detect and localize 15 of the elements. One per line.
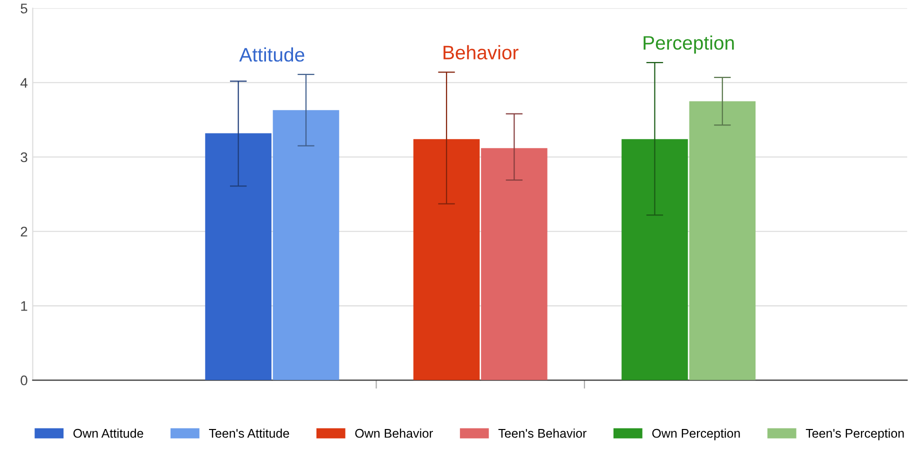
y-tick-label: 2 [20, 226, 28, 236]
legend-label: Teen's Behavior [498, 428, 586, 438]
legend-label: Teen's Perception [806, 428, 904, 440]
y-tick-label: 1 [21, 301, 28, 311]
y-tick-label: 0 [20, 375, 28, 386]
legend-label: Teen's Attitude [209, 428, 290, 438]
legend-label: Own Attitude [73, 428, 144, 438]
annotation: Perception [644, 35, 734, 54]
y-tick-label: 4 [20, 78, 28, 88]
annotation: Attitude [239, 47, 304, 62]
y-tick-label: 3 [20, 152, 28, 162]
legend-label: Own Perception [652, 428, 740, 440]
y-tick-label: 5 [20, 4, 28, 14]
annotation: Behavior [444, 45, 518, 60]
legend-label: Own Behavior [355, 428, 433, 438]
